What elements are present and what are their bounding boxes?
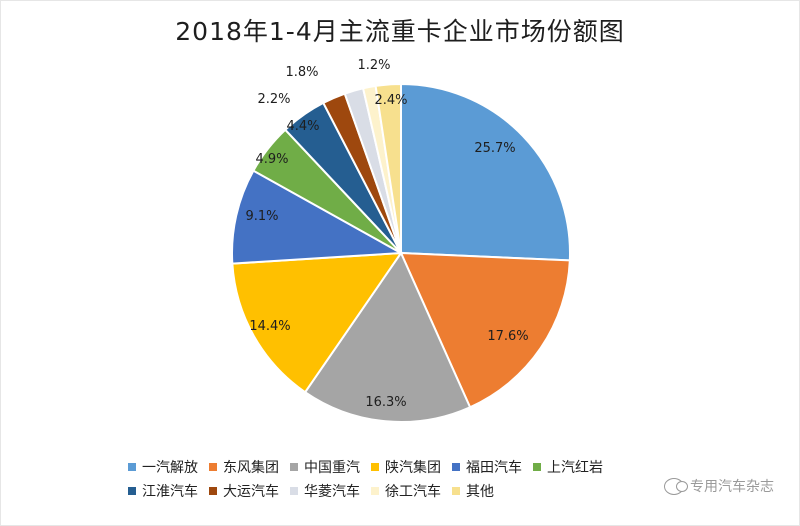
legend-item: 东风集团 (209, 455, 279, 479)
legend-item: 徐工汽车 (371, 479, 441, 503)
legend-item: 上汽红岩 (533, 455, 603, 479)
legend-item: 福田汽车 (452, 455, 522, 479)
slice-data-label: 25.7% (474, 141, 515, 156)
pie-slice-福田汽车 (231, 169, 405, 265)
slice-data-label: 14.4% (249, 319, 290, 334)
legend-label: 大运汽车 (223, 484, 279, 500)
legend-swatch (452, 487, 460, 495)
legend-label: 华菱汽车 (304, 484, 360, 500)
legend-swatch (371, 463, 379, 471)
slice-data-label: 9.1% (245, 209, 278, 224)
legend-swatch (128, 463, 136, 471)
legend-label: 徐工汽车 (385, 484, 441, 500)
watermark: 专用汽车杂志 (664, 476, 774, 496)
chart-title: 2018年1-4月主流重卡企业市场份额图 (175, 17, 625, 46)
legend-swatch (290, 487, 298, 495)
legend-item: 华菱汽车 (290, 479, 360, 503)
legend-label: 福田汽车 (466, 460, 522, 476)
legend-label: 一汽解放 (142, 460, 198, 476)
slice-data-label: 17.6% (487, 329, 528, 344)
slice-data-label: 4.9% (255, 152, 288, 167)
legend-label: 陕汽集团 (385, 460, 441, 476)
slice-data-label: 1.2% (357, 58, 390, 73)
wechat-icon (664, 477, 688, 495)
legend-swatch (452, 463, 460, 471)
legend-item: 大运汽车 (209, 479, 279, 503)
slice-data-label: 2.2% (257, 92, 290, 107)
pie-slice-中国重汽 (303, 250, 472, 423)
legend-label: 上汽红岩 (547, 460, 603, 476)
legend-swatch (371, 487, 379, 495)
legend-label: 江淮汽车 (142, 484, 198, 500)
legend-swatch (209, 487, 217, 495)
legend-swatch (533, 463, 541, 471)
slice-data-label: 2.4% (374, 93, 407, 108)
slice-data-label: 4.4% (286, 119, 319, 134)
legend-item: 中国重汽 (290, 455, 360, 479)
chart-legend: 一汽解放 东风集团 中国重汽 陕汽集团 福田汽车 上汽红岩 江淮汽车 大运汽车 华菱汽车 徐工汽… (128, 455, 688, 503)
legend-label: 其他 (466, 484, 494, 500)
legend-label: 东风集团 (223, 460, 279, 476)
legend-item: 一汽解放 (128, 455, 198, 479)
legend-label: 中国重汽 (304, 460, 360, 476)
slice-data-label: 1.8% (285, 65, 318, 80)
legend-item: 其他 (452, 479, 494, 503)
watermark-text: 专用汽车杂志 (690, 479, 774, 495)
legend-swatch (128, 487, 136, 495)
legend-row: 江淮汽车 大运汽车 华菱汽车 徐工汽车 其他 (128, 479, 688, 503)
pie-slice-其他 (374, 82, 402, 254)
pie-slice-陕汽集团 (231, 251, 403, 394)
legend-swatch (290, 463, 298, 471)
legend-row: 一汽解放 东风集团 中国重汽 陕汽集团 福田汽车 上汽红岩 (128, 455, 688, 479)
legend-item: 陕汽集团 (371, 455, 441, 479)
legend-swatch (209, 463, 217, 471)
legend-item: 江淮汽车 (128, 479, 198, 503)
pie-slice-东风集团 (399, 251, 571, 409)
pie-slice-一汽解放 (400, 82, 571, 262)
slice-data-label: 16.3% (365, 395, 406, 410)
